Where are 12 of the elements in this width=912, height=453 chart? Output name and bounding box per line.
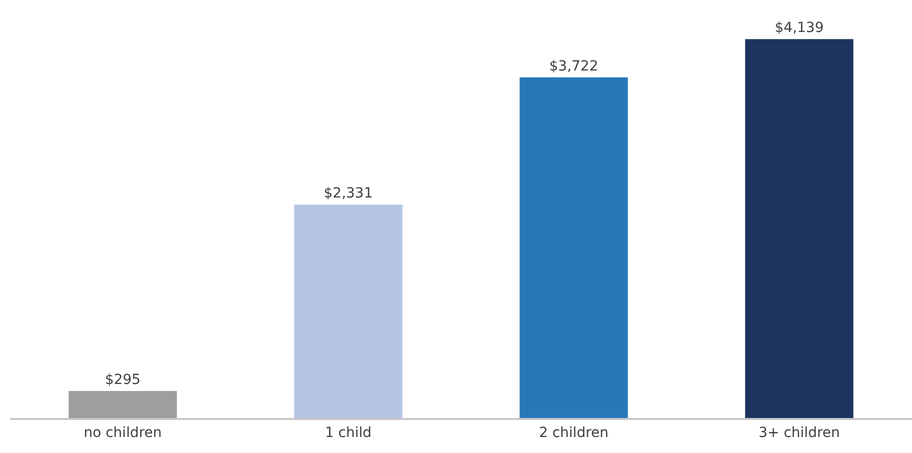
bar bbox=[68, 391, 177, 418]
bar bbox=[294, 204, 402, 418]
data-label: $2,331 bbox=[324, 186, 373, 202]
data-label: $3,722 bbox=[549, 58, 598, 74]
data-label: $4,139 bbox=[774, 20, 824, 36]
x-tick-label: 1 child bbox=[324, 424, 372, 441]
bar bbox=[745, 39, 854, 418]
bar bbox=[520, 77, 628, 418]
x-tick-label: 3+ children bbox=[758, 424, 840, 441]
x-tick-label: 2 children bbox=[538, 424, 609, 441]
x-tick-label: no children bbox=[84, 424, 162, 441]
data-label: $295 bbox=[104, 372, 141, 388]
